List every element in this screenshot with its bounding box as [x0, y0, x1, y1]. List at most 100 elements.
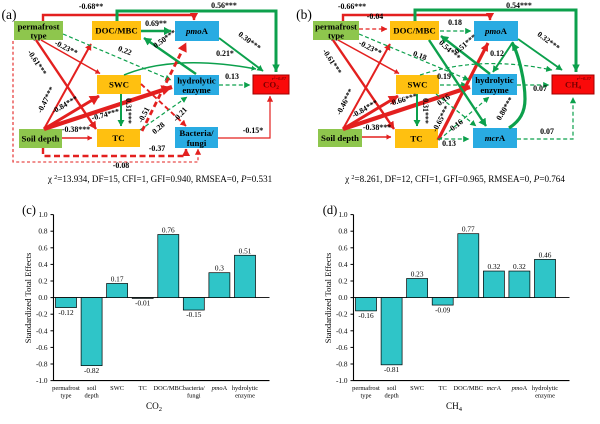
- svg-text:CH4: CH4: [446, 401, 463, 413]
- svg-text:0.18: 0.18: [448, 18, 462, 27]
- svg-text:0.32: 0.32: [513, 262, 526, 271]
- svg-text:0.0: 0.0: [338, 293, 347, 302]
- svg-text:fungi: fungi: [187, 138, 207, 148]
- svg-text:-0.38***: -0.38***: [363, 123, 391, 132]
- svg-text:-0.08: -0.08: [113, 161, 129, 170]
- svg-text:0.51: 0.51: [239, 246, 252, 255]
- svg-text:-0.6: -0.6: [36, 343, 48, 352]
- svg-text:0.4: 0.4: [338, 260, 347, 269]
- svg-text:depth: depth: [384, 393, 399, 400]
- svg-text:-0.15: -0.15: [186, 310, 202, 319]
- svg-text:type: type: [30, 30, 46, 40]
- svg-text:-0.15*: -0.15*: [243, 126, 263, 135]
- svg-text:TC: TC: [410, 134, 422, 144]
- svg-text:CO2: CO2: [146, 401, 162, 413]
- svg-text:enzyme: enzyme: [480, 85, 508, 95]
- svg-text:0.3: 0.3: [215, 264, 224, 273]
- svg-text:0.6: 0.6: [38, 243, 47, 252]
- svg-text:Standardized Total Effects: Standardized Total Effects: [323, 252, 333, 343]
- svg-text:hydrolytic: hydrolytic: [232, 385, 258, 392]
- svg-text:enzyme: enzyme: [235, 393, 255, 400]
- svg-text:permafrost: permafrost: [18, 21, 60, 31]
- svg-text:0.32: 0.32: [488, 262, 501, 271]
- svg-text:SWC: SWC: [407, 80, 427, 90]
- svg-text:0.4: 0.4: [38, 260, 47, 269]
- svg-text:0.23: 0.23: [411, 270, 424, 279]
- svg-text:0.77: 0.77: [462, 225, 475, 234]
- svg-text:permafrost: permafrost: [52, 385, 80, 392]
- svg-text:DOC/MBC: DOC/MBC: [95, 26, 138, 36]
- svg-text:bacteria/: bacteria/: [183, 385, 205, 392]
- svg-text:0.12: 0.12: [490, 49, 504, 58]
- svg-text:0.21*: 0.21*: [216, 49, 234, 58]
- svg-text:0.8: 0.8: [338, 227, 347, 236]
- svg-text:1.0: 1.0: [338, 210, 347, 219]
- svg-text:0.13: 0.13: [442, 139, 456, 148]
- svg-text:type: type: [328, 30, 344, 40]
- svg-text:-0.38***: -0.38***: [62, 125, 90, 134]
- svg-text:-0.09: -0.09: [435, 305, 451, 314]
- svg-text:TC: TC: [139, 385, 147, 392]
- svg-text:r2=0.87: r2=0.87: [272, 76, 287, 82]
- svg-text:0.46: 0.46: [539, 250, 552, 259]
- svg-text:-1.0: -1.0: [36, 376, 48, 385]
- svg-text:-0.01: -0.01: [135, 299, 151, 308]
- svg-text:-0.68**: -0.68**: [79, 2, 103, 11]
- svg-text:0.07: 0.07: [533, 84, 547, 93]
- svg-text:0.56***: 0.56***: [211, 1, 237, 10]
- svg-text:permafrost: permafrost: [352, 385, 380, 392]
- svg-text:0.54***: 0.54***: [506, 1, 532, 10]
- svg-text:Soil depth: Soil depth: [22, 134, 60, 144]
- svg-text:depth: depth: [84, 393, 99, 400]
- svg-text:0.31***: 0.31***: [421, 98, 430, 124]
- svg-text:type: type: [360, 393, 371, 400]
- svg-text:-0.6: -0.6: [336, 343, 348, 352]
- svg-text:-0.37: -0.37: [149, 144, 165, 153]
- svg-text:0.6: 0.6: [338, 243, 347, 252]
- svg-text:pmoA: pmoA: [211, 385, 228, 392]
- svg-text:SWC: SWC: [110, 385, 124, 392]
- svg-text:(d): (d): [323, 203, 338, 217]
- svg-text:Standardized Total Effects: Standardized Total Effects: [23, 252, 33, 343]
- svg-text:enzyme: enzyme: [182, 85, 210, 95]
- svg-text:SWC: SWC: [410, 385, 424, 392]
- svg-text:r2=0.37: r2=0.37: [577, 76, 592, 82]
- svg-text:pmoA: pmoA: [185, 26, 209, 36]
- svg-text:DOC/MBC: DOC/MBC: [454, 385, 483, 392]
- svg-text:Bacteria/: Bacteria/: [179, 128, 214, 138]
- svg-text:TC: TC: [112, 133, 124, 143]
- svg-text:-1.0: -1.0: [336, 376, 348, 385]
- svg-text:pmoA: pmoA: [511, 385, 528, 392]
- svg-text:χ 2=13.934, DF=15, CFI=1, GFI=: χ 2=13.934, DF=15, CFI=1, GFI=0.940, RMS…: [47, 174, 272, 184]
- svg-text:0.07: 0.07: [540, 127, 554, 136]
- svg-text:-0.4: -0.4: [336, 326, 348, 335]
- svg-text:(a): (a): [2, 7, 17, 22]
- svg-text:TC: TC: [439, 385, 447, 392]
- svg-text:type: type: [60, 393, 71, 400]
- svg-text:permafrost: permafrost: [315, 21, 357, 31]
- svg-text:fungi: fungi: [187, 393, 201, 400]
- svg-text:-0.12: -0.12: [58, 308, 74, 317]
- svg-text:-0.4: -0.4: [36, 326, 48, 335]
- svg-text:DOC/MBC: DOC/MBC: [393, 26, 436, 36]
- svg-text:CH4: CH4: [565, 80, 581, 92]
- svg-text:0.8: 0.8: [38, 227, 47, 236]
- svg-text:-0.2: -0.2: [336, 310, 348, 319]
- svg-text:-0.8: -0.8: [36, 360, 48, 369]
- svg-text:mcrA: mcrA: [487, 385, 502, 392]
- svg-text:-0.04: -0.04: [367, 12, 383, 21]
- svg-text:χ 2=8.261, DF=12, CFI=1, GFI=0: χ 2=8.261, DF=12, CFI=1, GFI=0.965, RMSE…: [344, 174, 565, 184]
- svg-text:-0.2: -0.2: [36, 310, 48, 319]
- svg-text:0.2: 0.2: [38, 277, 47, 286]
- svg-text:(c): (c): [22, 203, 36, 217]
- svg-text:enzyme: enzyme: [535, 393, 555, 400]
- svg-text:soil: soil: [387, 385, 396, 392]
- svg-text:-0.81: -0.81: [384, 365, 400, 374]
- svg-text:(b): (b): [296, 7, 312, 22]
- svg-text:pmoA: pmoA: [484, 26, 508, 36]
- svg-text:SWC: SWC: [109, 80, 129, 90]
- svg-text:0.17: 0.17: [111, 275, 124, 284]
- svg-text:0.76: 0.76: [162, 226, 175, 235]
- svg-text:1.0: 1.0: [38, 210, 47, 219]
- svg-text:CO2: CO2: [263, 80, 279, 92]
